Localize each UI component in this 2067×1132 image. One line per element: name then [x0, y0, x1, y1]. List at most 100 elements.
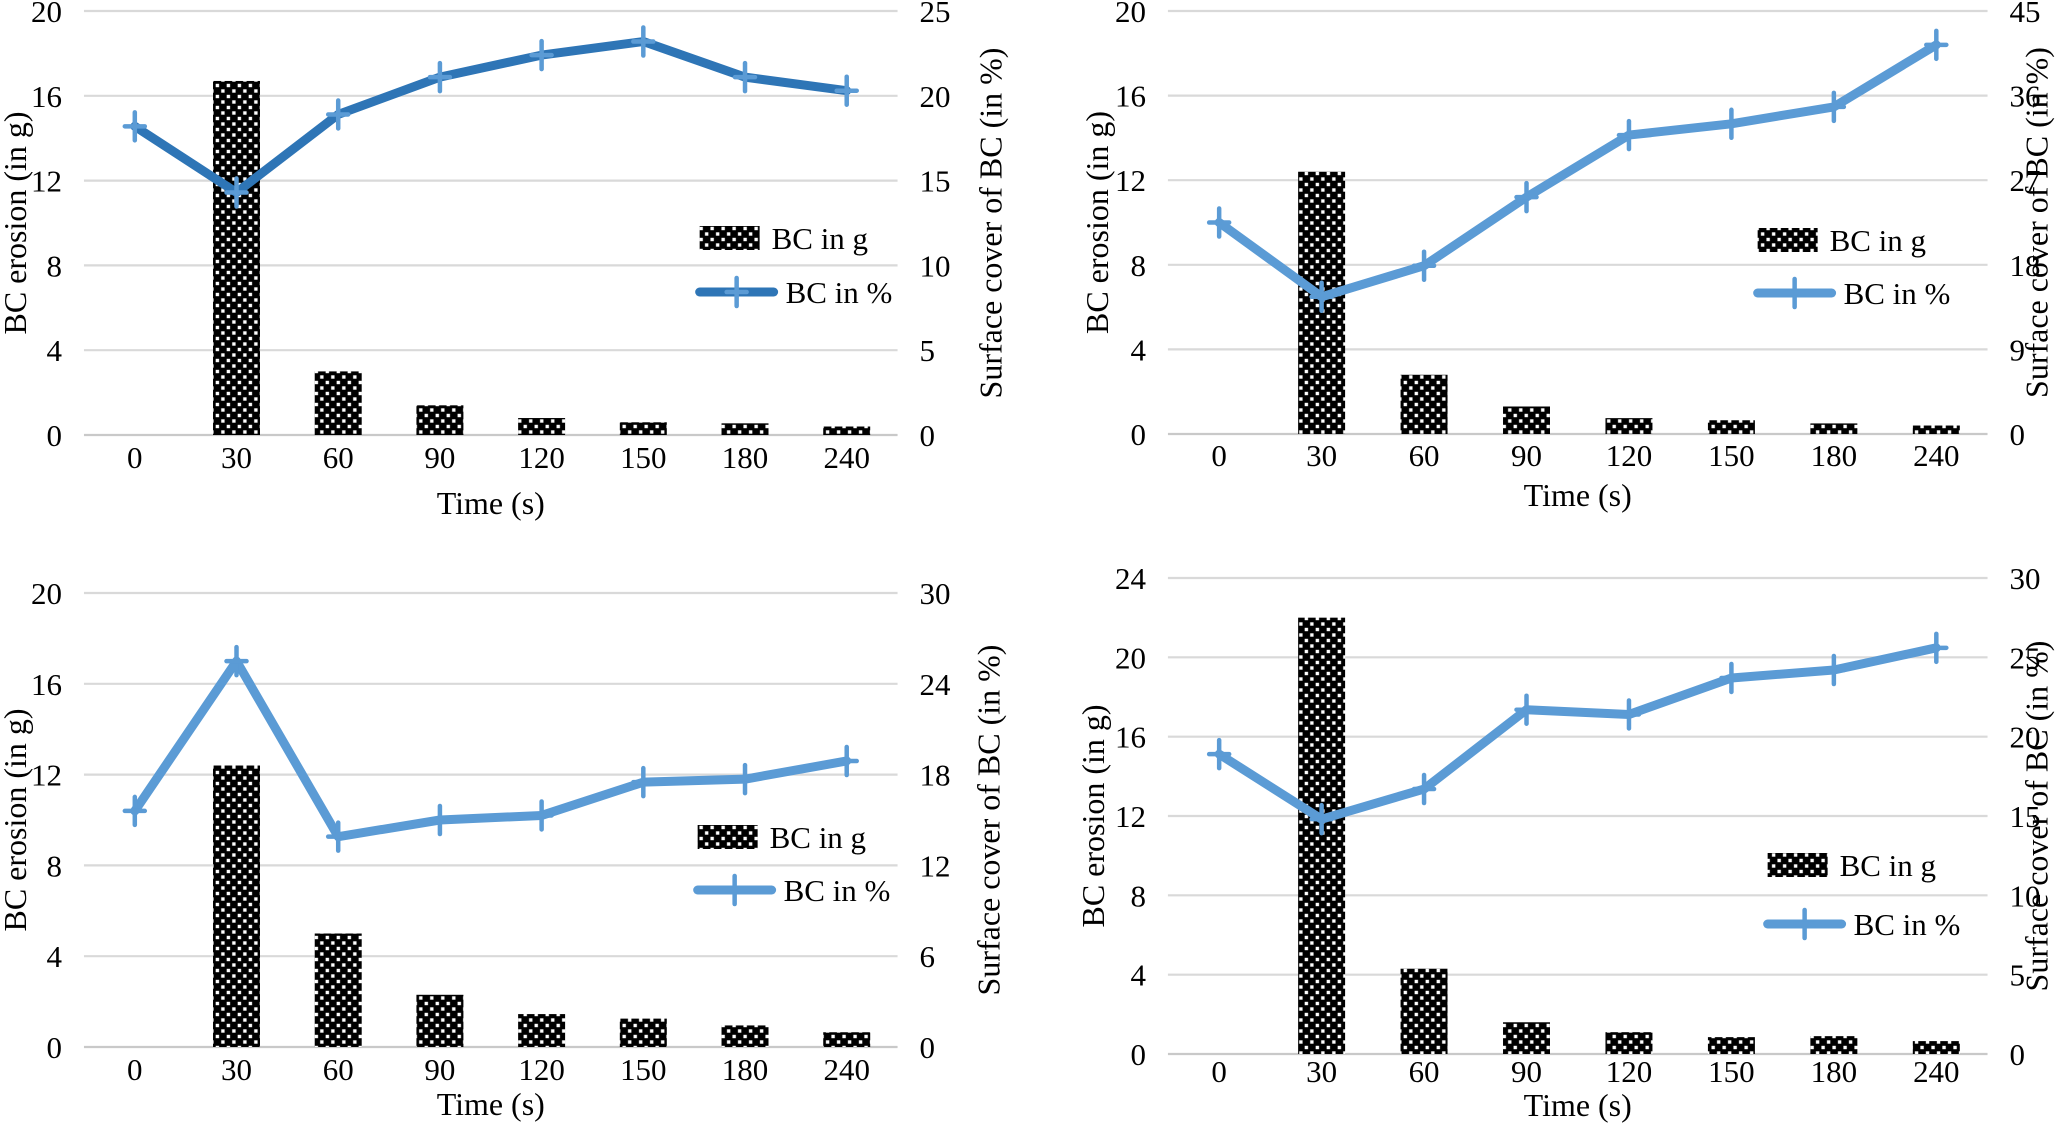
x-axis-tick-30: 30 — [221, 1052, 252, 1087]
x-axis-tick-90: 90 — [1511, 438, 1542, 473]
bar-bc-g-30 — [213, 80, 260, 436]
x-axis-tick-120: 120 — [1605, 438, 1651, 473]
legend-label-bc-g: BC in g — [1839, 848, 1935, 883]
chart-panel-bottom-right: 0 4 8 12 16 20 24 0 5 10 15 20 25 30 BC erosion (in g)… — [1033, 566, 2067, 1132]
right-axis-tick-12: 12 — [920, 848, 951, 883]
marker-plus-240 — [1923, 28, 1949, 62]
bar-bc-g-120 — [1604, 418, 1652, 434]
right-axis-tick-6: 6 — [920, 939, 935, 974]
bar-bc-g-150 — [1707, 1037, 1755, 1054]
x-axis-tick-120: 120 — [518, 1052, 564, 1087]
marker-plus-30 — [224, 644, 249, 678]
bar-bc-g-150 — [1707, 420, 1755, 434]
x-axis-tick-120: 120 — [1605, 1054, 1651, 1089]
legend: BC in g BC in % — [1762, 848, 1960, 942]
x-axis-tick-0: 0 — [1211, 438, 1226, 473]
marker-plus-90 — [1513, 693, 1539, 726]
right-axis-tick-30: 30 — [2009, 566, 2040, 596]
marker-plus-180 — [1821, 653, 1846, 687]
left-axis-tick-20: 20 — [1114, 0, 1145, 29]
x-axis-tick-150: 150 — [620, 1052, 666, 1087]
left-axis-title: BC erosion (in g) — [1074, 704, 1110, 927]
marker-plus-60 — [325, 98, 351, 131]
left-axis-tick-0: 0 — [46, 1030, 61, 1065]
legend-swatch-bar — [1767, 853, 1828, 877]
left-axis-tick-8: 8 — [1130, 878, 1145, 913]
right-axis-tick-24: 24 — [920, 667, 951, 702]
x-axis-tick-180: 180 — [1810, 438, 1856, 473]
bar-bc-g-60 — [1400, 968, 1448, 1054]
chart-bottom-left: 0 4 8 12 16 20 0 6 12 18 24 30 BC erosion (in g) Surf… — [0, 576, 1007, 1122]
legend-marker-plus — [1791, 907, 1817, 941]
right-axis-tick-25: 25 — [2009, 640, 2040, 675]
right-axis-tick-27: 27 — [2009, 163, 2040, 198]
marker-plus-0 — [1206, 737, 1231, 771]
left-axis-tick-4: 4 — [1130, 958, 1146, 993]
legend-swatch-bar — [697, 825, 758, 849]
right-axis-title: Surface cover of BC (in %) — [973, 48, 1009, 399]
legend: BC in g BC in % — [695, 221, 892, 310]
legend-marker-plus — [1781, 276, 1807, 310]
right-axis-tick-10: 10 — [920, 248, 951, 283]
x-axis-tick-0: 0 — [1211, 1054, 1226, 1089]
bar-bc-g-90 — [1502, 1022, 1550, 1054]
bar-bc-g-30 — [1297, 617, 1345, 1054]
x-axis-tick-60: 60 — [1408, 438, 1439, 473]
right-axis-tick-15: 15 — [2009, 799, 2040, 834]
chart-top-right: 0 4 8 12 16 20 0 9 18 27 36 45 BC erosion (in g) Surf… — [1078, 0, 2054, 513]
bar-bc-g-90 — [416, 405, 464, 435]
marker-plus-240 — [834, 744, 859, 778]
x-axis-tick-0: 0 — [127, 1052, 142, 1087]
marker-plus-0 — [1206, 206, 1231, 239]
x-axis-tick-180: 180 — [722, 1052, 768, 1087]
right-axis-tick-20: 20 — [2009, 720, 2040, 755]
bar-bc-g-240 — [823, 426, 871, 435]
right-axis-tick-9: 9 — [2009, 332, 2024, 367]
marker-plus-90 — [1513, 180, 1539, 214]
right-axis-tick-10: 10 — [2009, 878, 2040, 913]
bar-bc-g-120 — [1604, 1032, 1652, 1054]
right-axis-tick-25: 25 — [920, 0, 951, 29]
left-axis-tick-12: 12 — [31, 758, 62, 793]
right-axis-tick-5: 5 — [2009, 958, 2024, 993]
left-axis-title: BC erosion (in g) — [1078, 111, 1114, 334]
marker-plus-120 — [529, 799, 554, 832]
bar-bc-g-180 — [1809, 423, 1857, 434]
x-axis-tick-150: 150 — [1708, 438, 1754, 473]
chart-panel-top-right: 0 4 8 12 16 20 0 9 18 27 36 45 BC erosion (in g) Surf… — [1033, 0, 2067, 566]
right-axis-tick-18: 18 — [2009, 248, 2040, 283]
left-axis-tick-16: 16 — [1114, 79, 1145, 114]
legend-label-bc-percent: BC in % — [1853, 907, 1960, 942]
right-axis-tick-15: 15 — [920, 164, 951, 199]
x-axis-tick-180: 180 — [1810, 1054, 1856, 1089]
bar-bc-g-150 — [619, 1018, 667, 1047]
chart-panel-bottom-left: 0 4 8 12 16 20 0 6 12 18 24 30 BC erosion (in g) Surf… — [0, 566, 1034, 1132]
right-axis-tick-18: 18 — [920, 758, 951, 793]
right-axis-tick-0: 0 — [2009, 1037, 2024, 1072]
marker-plus-30 — [1308, 280, 1334, 314]
x-axis-tick-240: 240 — [1913, 438, 1959, 473]
marker-plus-150 — [631, 765, 656, 799]
left-axis-tick-4: 4 — [46, 939, 62, 974]
marker-plus-120 — [1616, 698, 1641, 731]
left-axis-title: BC erosion (in g) — [0, 708, 33, 931]
bar-bc-g-90 — [416, 994, 464, 1047]
legend-marker-plus — [724, 275, 749, 309]
left-axis-tick-16: 16 — [31, 667, 62, 702]
right-axis-title: Surface cover of BC (in %) — [2018, 641, 2054, 992]
bar-bc-g-60 — [314, 371, 362, 435]
x-axis-title: Time (s) — [437, 485, 545, 521]
left-axis-tick-8: 8 — [46, 848, 61, 883]
left-axis-tick-16: 16 — [1114, 720, 1145, 755]
left-axis-tick-12: 12 — [1114, 799, 1145, 834]
marker-plus-0 — [122, 794, 148, 828]
left-axis-tick-0: 0 — [1130, 417, 1145, 452]
marker-plus-240 — [1923, 631, 1949, 665]
bar-bc-g-240 — [1912, 1041, 1960, 1054]
legend: BC in g BC in % — [693, 820, 890, 908]
chart-panel-top-left: 0 4 8 12 16 20 0 5 10 15 20 25 BC erosion (in g) Surf… — [0, 0, 1034, 566]
legend-marker-plus — [722, 873, 747, 907]
bar-bc-g-90 — [1502, 406, 1550, 434]
left-axis-tick-8: 8 — [46, 248, 61, 283]
